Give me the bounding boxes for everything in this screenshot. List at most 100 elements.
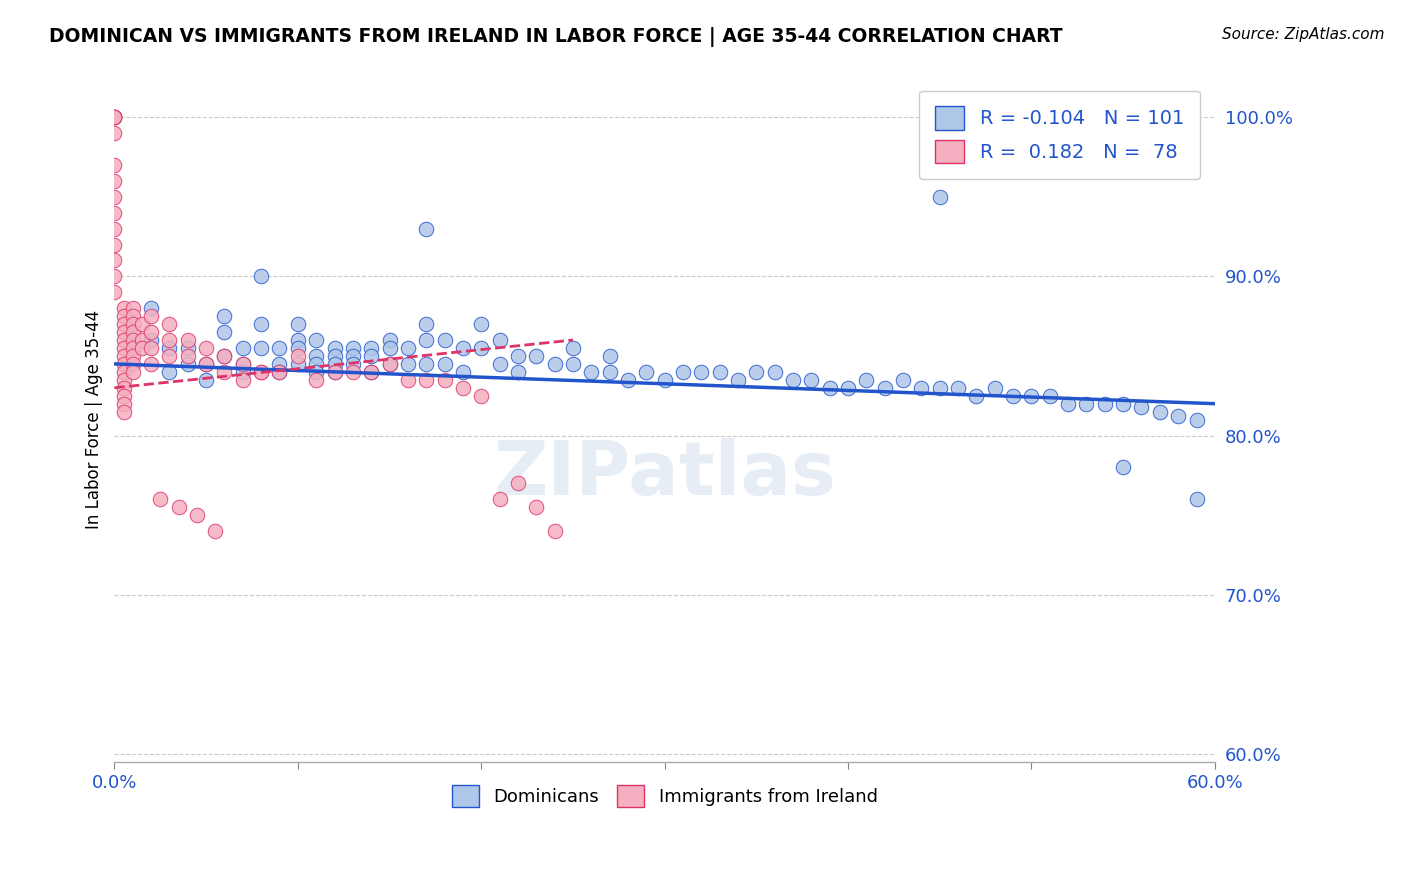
Point <box>470 389 492 403</box>
Point <box>139 341 162 355</box>
Point <box>415 333 437 347</box>
Point <box>488 333 510 347</box>
Point <box>451 365 474 379</box>
Point <box>121 341 143 355</box>
Point <box>103 285 125 300</box>
Point <box>232 365 254 379</box>
Point <box>928 381 950 395</box>
Point <box>709 365 731 379</box>
Point <box>121 333 143 347</box>
Point <box>415 373 437 387</box>
Point <box>186 508 208 522</box>
Point <box>855 373 877 387</box>
Point <box>112 333 135 347</box>
Point <box>112 397 135 411</box>
Point <box>214 325 236 339</box>
Point <box>323 365 346 379</box>
Point <box>323 357 346 371</box>
Point <box>873 381 896 395</box>
Point <box>1185 492 1208 507</box>
Point <box>121 365 143 379</box>
Point <box>928 190 950 204</box>
Point <box>323 365 346 379</box>
Point <box>1021 389 1043 403</box>
Point <box>1149 404 1171 418</box>
Point <box>433 373 456 387</box>
Point <box>103 237 125 252</box>
Point <box>360 349 382 363</box>
Point <box>112 317 135 331</box>
Point <box>396 341 419 355</box>
Point <box>112 381 135 395</box>
Point <box>287 333 309 347</box>
Point <box>727 373 749 387</box>
Point <box>396 373 419 387</box>
Point <box>287 317 309 331</box>
Point <box>131 317 153 331</box>
Point <box>1076 397 1098 411</box>
Point <box>139 325 162 339</box>
Point <box>112 349 135 363</box>
Point <box>112 373 135 387</box>
Point <box>396 357 419 371</box>
Point <box>561 341 583 355</box>
Point <box>250 341 273 355</box>
Point <box>946 381 969 395</box>
Point <box>121 357 143 371</box>
Point <box>323 341 346 355</box>
Point <box>415 357 437 371</box>
Point <box>1112 460 1135 475</box>
Point <box>415 221 437 235</box>
Point <box>131 341 153 355</box>
Point <box>159 341 181 355</box>
Point <box>112 357 135 371</box>
Point <box>103 205 125 219</box>
Point <box>121 301 143 316</box>
Point <box>112 341 135 355</box>
Point <box>214 349 236 363</box>
Point <box>121 341 143 355</box>
Point <box>250 365 273 379</box>
Point <box>800 373 823 387</box>
Point <box>112 365 135 379</box>
Point <box>451 341 474 355</box>
Point <box>305 357 328 371</box>
Point <box>488 492 510 507</box>
Point <box>910 381 932 395</box>
Point <box>305 333 328 347</box>
Point <box>617 373 640 387</box>
Point <box>433 357 456 371</box>
Point <box>1002 389 1025 403</box>
Point <box>112 325 135 339</box>
Point <box>599 349 621 363</box>
Point <box>378 357 401 371</box>
Point <box>1094 397 1116 411</box>
Point <box>342 365 364 379</box>
Point <box>112 404 135 418</box>
Point <box>121 317 143 331</box>
Point <box>103 110 125 124</box>
Point <box>524 500 547 515</box>
Point <box>103 221 125 235</box>
Point <box>103 269 125 284</box>
Point <box>1057 397 1080 411</box>
Point <box>177 333 200 347</box>
Point <box>378 341 401 355</box>
Point <box>470 317 492 331</box>
Point <box>672 365 695 379</box>
Point <box>177 341 200 355</box>
Point <box>342 341 364 355</box>
Point <box>1112 397 1135 411</box>
Point <box>204 524 226 538</box>
Point <box>232 357 254 371</box>
Point <box>287 357 309 371</box>
Point <box>891 373 914 387</box>
Point <box>360 365 382 379</box>
Point <box>378 333 401 347</box>
Point <box>1185 412 1208 426</box>
Point <box>287 349 309 363</box>
Point <box>103 110 125 124</box>
Point <box>488 357 510 371</box>
Point <box>195 373 218 387</box>
Point <box>159 317 181 331</box>
